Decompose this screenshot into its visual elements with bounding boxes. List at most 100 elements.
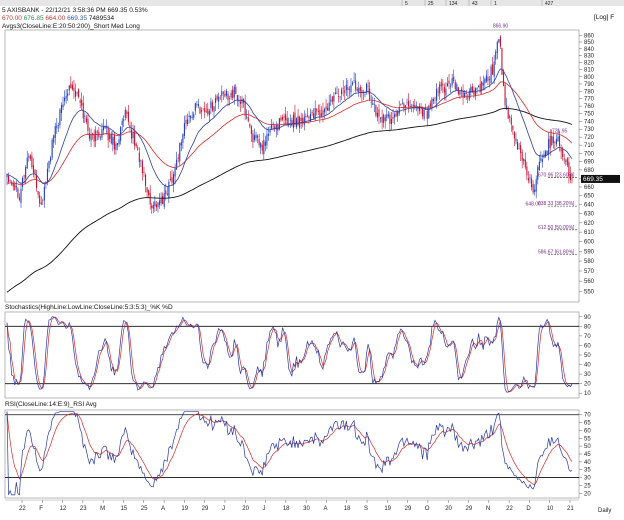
last-price-tag — [581, 174, 620, 183]
candle-body — [96, 131, 98, 133]
price-tick-label: 730 — [584, 127, 595, 133]
date-tick-label: F — [39, 506, 43, 512]
candle-body — [238, 100, 240, 102]
candle-body — [183, 123, 185, 136]
fib-level-pct: [23.60%] — [555, 173, 575, 179]
candle-body — [187, 119, 189, 124]
candle-body — [46, 168, 49, 182]
candle-body — [165, 190, 167, 195]
date-tick-label: N — [486, 506, 490, 512]
candle-body — [78, 89, 80, 98]
price-tick-label: 570 — [584, 269, 595, 275]
rsi-tick-label: 65 — [584, 421, 591, 427]
candle-body — [90, 134, 92, 141]
candle-body — [498, 39, 500, 43]
candle-body — [15, 185, 17, 188]
candle-body — [390, 119, 392, 124]
candle-body — [414, 104, 416, 108]
candle-body — [62, 104, 64, 108]
candle-body — [566, 158, 568, 166]
ohlc-value: 664.00 — [45, 15, 67, 22]
fib-level-pct: [38.20%] — [555, 201, 575, 207]
candle-body — [37, 191, 39, 195]
candle-body — [471, 86, 473, 92]
candle-body — [127, 111, 129, 122]
stochastics-tick-label: 70 — [584, 334, 591, 340]
top-toolbar-cells: 5 25 134 43 1 427 — [401, 0, 554, 7]
candle-body — [79, 100, 81, 103]
date-tick-label: 15 — [120, 506, 127, 512]
rsi-line — [6, 411, 573, 496]
candle-body — [510, 117, 512, 125]
toolbar-cell: 427 — [545, 1, 554, 7]
candle-body — [277, 125, 279, 131]
candle-body — [481, 81, 483, 91]
price-tick-label: 640 — [584, 203, 595, 209]
stochastics-tick-label: 90 — [584, 315, 591, 321]
stochastics-legend: Stochastics(HighLine:LowLine:CloseLine:5… — [5, 304, 173, 311]
candle-body — [437, 91, 439, 93]
candle-body — [211, 102, 214, 111]
candle-body — [213, 106, 215, 112]
candle-body — [180, 142, 182, 146]
candle-body — [535, 179, 537, 192]
price-tick-label: 590 — [584, 249, 595, 255]
candle-body — [445, 88, 447, 96]
candle-body — [442, 83, 444, 86]
candle-body — [434, 97, 436, 99]
candle-body — [526, 166, 528, 176]
candle-body — [115, 143, 117, 151]
candle-body — [123, 119, 125, 121]
candle-body — [241, 98, 243, 104]
candle-body — [507, 108, 509, 119]
rsi-tick-label: 30 — [584, 476, 591, 482]
date-tick-label: S — [364, 506, 368, 512]
candle-body — [428, 106, 430, 119]
candle-body — [26, 157, 28, 169]
candle-body — [143, 171, 145, 174]
candle-body — [275, 124, 277, 130]
candle-body — [330, 99, 332, 102]
candle-body — [375, 105, 377, 116]
candle-body — [404, 105, 407, 108]
candle-body — [353, 80, 355, 81]
stochastics-tick-label: 20 — [584, 382, 591, 388]
candle-body — [57, 125, 59, 126]
rsi-tick-label: 20 — [584, 491, 591, 497]
candle-body — [109, 134, 111, 140]
date-tick-label: 21 — [567, 506, 574, 512]
period-label[interactable]: Daily — [598, 508, 611, 514]
candle-body — [479, 83, 481, 93]
candle-body — [568, 161, 570, 177]
candle-body — [456, 84, 458, 91]
candle-body — [261, 144, 263, 151]
candle-body — [523, 158, 525, 162]
price-axis: 5505605705805906006106206306406506606706… — [579, 33, 620, 295]
rsi-tick-label: 60 — [584, 428, 591, 434]
candle-body — [99, 137, 101, 138]
candle-body — [401, 103, 403, 104]
candle-body — [515, 138, 517, 142]
log-scale-label[interactable]: [Log] F — [594, 14, 614, 21]
candle-body — [81, 99, 83, 106]
candle-body — [560, 148, 562, 152]
candle-body — [520, 145, 522, 154]
candle-body — [425, 108, 427, 110]
last-price-tag-label: 669.35 — [583, 176, 603, 183]
candle-body — [454, 81, 456, 90]
candle-body — [104, 126, 106, 129]
date-tick-label: 18 — [344, 506, 351, 512]
candle-body — [239, 101, 242, 104]
candle-body — [36, 175, 38, 189]
candle-body — [42, 200, 44, 201]
candle-body — [31, 156, 33, 168]
date-tick-label: J — [222, 506, 225, 512]
candle-body — [244, 100, 246, 116]
candle-body — [93, 134, 95, 142]
candle-body — [530, 178, 533, 188]
candle-body — [113, 134, 115, 150]
price-tick-label: 710 — [584, 143, 595, 149]
candle-body — [381, 116, 383, 123]
candle-body — [87, 118, 89, 131]
candle-body — [281, 117, 284, 120]
